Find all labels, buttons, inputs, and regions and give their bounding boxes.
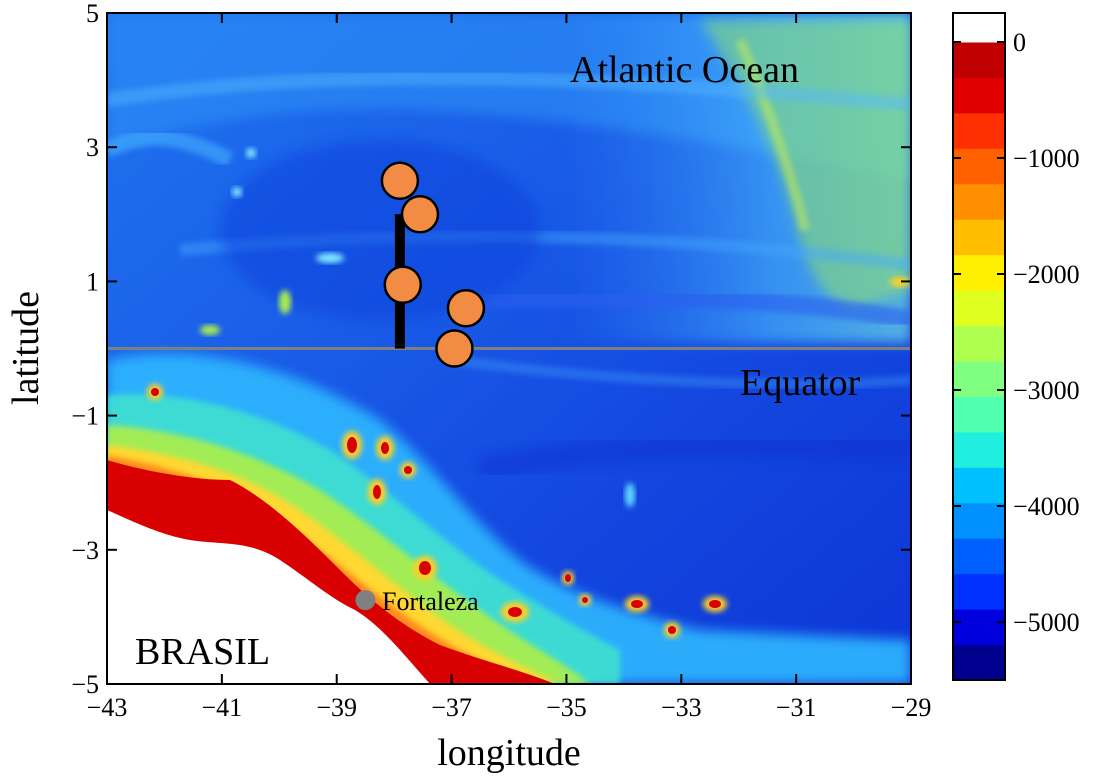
x-axis-ticks: −43 −41 −39 −37 −35 −33 −31 −29	[87, 13, 932, 722]
colorbar-segment	[953, 13, 1005, 43]
y-tick-label: −1	[71, 402, 99, 431]
colorbar-segment	[953, 219, 1005, 256]
colorbar-segment	[953, 431, 1005, 468]
y-tick-label: −3	[71, 536, 99, 565]
y-tick-label: −5	[71, 670, 99, 699]
country-label: BRASIL	[135, 631, 270, 673]
colorbar-frame	[952, 12, 1006, 681]
y-tick-label: 5	[86, 0, 99, 28]
y-tick-label: 1	[86, 267, 99, 296]
colorbar-segment	[953, 644, 1005, 681]
x-tick-label: −33	[661, 693, 702, 722]
colorbar-segment	[953, 148, 1005, 185]
colorbar-segment	[953, 290, 1005, 327]
colorbar-segment	[953, 467, 1005, 504]
colorbar	[953, 13, 1005, 681]
colorbar-segment	[953, 538, 1005, 575]
colorbar-segment	[953, 609, 1005, 646]
colorbar-segment	[953, 573, 1005, 610]
city-label: Fortaleza	[382, 587, 479, 616]
x-axis-label: longitude	[437, 732, 581, 774]
y-tick-label: 3	[86, 133, 99, 162]
y-axis-ticks: −5 −3 −1 1 3 5	[71, 0, 911, 699]
fortaleza-marker	[355, 590, 376, 611]
x-tick-label: −39	[316, 693, 357, 722]
colorbar-segment	[953, 325, 1005, 362]
colorbar-segment	[953, 254, 1005, 291]
ocean-label: Atlantic Ocean	[570, 49, 799, 91]
colorbar-tick-label: −1000	[1013, 144, 1080, 173]
stations	[380, 161, 486, 368]
station-marker-2	[400, 195, 440, 234]
equator-label: Equator	[740, 362, 861, 404]
station-marker-5	[435, 329, 474, 368]
colorbar-tick-label: −3000	[1013, 376, 1080, 405]
y-axis-label: latitude	[5, 291, 47, 405]
colorbar-segment	[953, 361, 1005, 397]
colorbar-segment	[953, 396, 1005, 433]
x-tick-label: −43	[87, 693, 128, 722]
colorbar-segment	[953, 502, 1005, 539]
colorbar-segment	[953, 77, 1005, 114]
colorbar-ticks: 0 −1000 −2000 −3000 −4000 −5000	[953, 28, 1080, 637]
x-tick-label: −29	[891, 693, 932, 722]
map-frame	[106, 12, 912, 685]
station-marker-3	[383, 265, 423, 305]
x-tick-label: −35	[546, 693, 587, 722]
x-tick-label: −41	[202, 693, 243, 722]
station-marker-4	[446, 288, 486, 328]
seamounts	[147, 148, 910, 638]
station-marker-1	[380, 161, 420, 200]
colorbar-tick-label: −4000	[1013, 492, 1080, 521]
colorbar-segment	[953, 42, 1005, 78]
colorbar-tick-label: −5000	[1013, 608, 1080, 637]
colorbar-tick-label: −2000	[1013, 260, 1080, 289]
colorbar-tick-label: 0	[1013, 28, 1026, 57]
colorbar-segment	[953, 112, 1005, 149]
x-tick-label: −37	[431, 693, 472, 722]
colorbar-segment	[953, 183, 1005, 220]
x-tick-label: −31	[776, 693, 817, 722]
bathymetry-map	[107, 13, 911, 684]
